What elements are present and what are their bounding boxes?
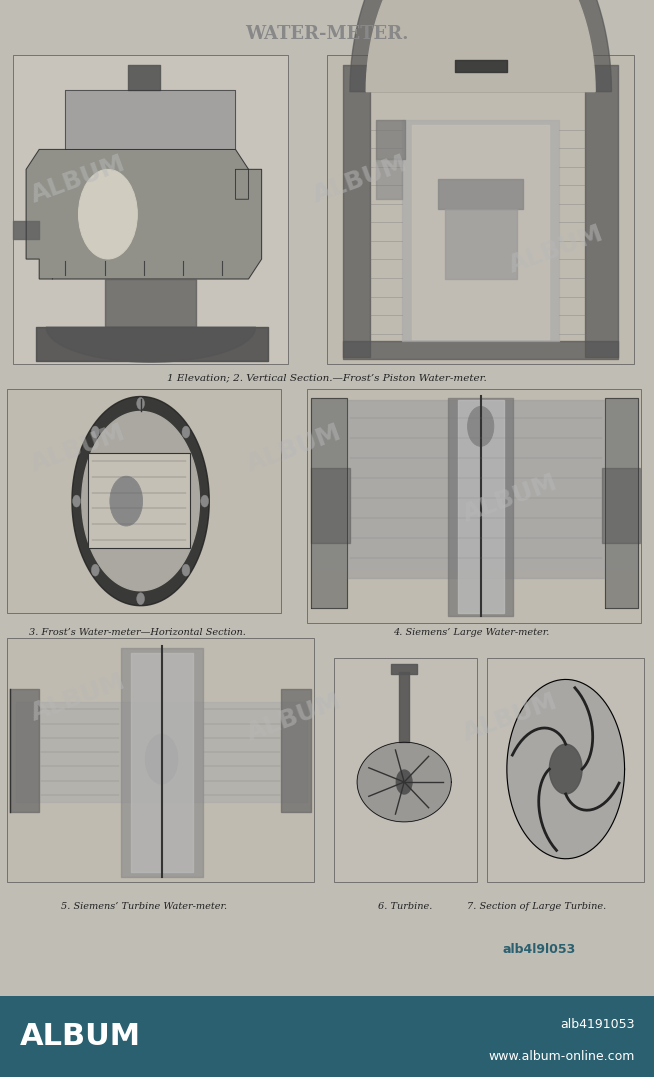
Polygon shape (72, 396, 209, 605)
Circle shape (201, 495, 209, 507)
Polygon shape (65, 89, 235, 150)
Bar (307, 389, 641, 623)
Text: www.album-online.com: www.album-online.com (488, 1050, 634, 1063)
Circle shape (182, 426, 190, 438)
Circle shape (396, 770, 412, 794)
Text: ALBUM: ALBUM (243, 420, 345, 476)
Circle shape (78, 169, 137, 258)
Polygon shape (311, 398, 347, 607)
Bar (13, 55, 288, 364)
Text: 6. Turbine.: 6. Turbine. (378, 901, 433, 910)
Text: ALBUM: ALBUM (505, 221, 607, 277)
Text: ALBUM: ALBUM (20, 1022, 141, 1051)
Text: alb4l9l053: alb4l9l053 (502, 943, 576, 956)
Circle shape (182, 564, 190, 576)
Text: 7. Section of Large Turbine.: 7. Section of Large Turbine. (467, 901, 606, 910)
Polygon shape (549, 744, 582, 794)
Bar (7, 638, 314, 882)
Circle shape (145, 735, 178, 784)
Text: ALBUM: ALBUM (27, 669, 129, 726)
Bar (7, 389, 281, 613)
Text: ALBUM: ALBUM (309, 151, 411, 208)
Circle shape (92, 564, 99, 576)
Circle shape (110, 476, 143, 526)
Text: ALBUM: ALBUM (27, 151, 129, 208)
Polygon shape (82, 411, 199, 591)
Polygon shape (366, 0, 595, 92)
Polygon shape (507, 680, 625, 858)
Circle shape (137, 592, 145, 604)
Circle shape (137, 397, 145, 409)
Circle shape (73, 495, 80, 507)
Polygon shape (26, 150, 262, 279)
Circle shape (468, 406, 494, 446)
Polygon shape (350, 0, 611, 92)
Bar (327, 55, 634, 364)
Text: 4. Siemens’ Large Water-meter.: 4. Siemens’ Large Water-meter. (392, 628, 549, 637)
Polygon shape (605, 398, 638, 607)
Circle shape (92, 426, 99, 438)
Text: 1 Elevation; 2. Vertical Section.—Frost’s Piston Water-meter.: 1 Elevation; 2. Vertical Section.—Frost’… (167, 374, 487, 382)
Text: ALBUM: ALBUM (243, 689, 345, 745)
Polygon shape (357, 742, 451, 822)
Text: WATER-METER.: WATER-METER. (245, 25, 409, 43)
Bar (334, 657, 477, 882)
Text: alb4191053: alb4191053 (560, 1018, 634, 1031)
Bar (487, 657, 644, 882)
Text: 3. Frost’s Water-meter—Horizontal Section.: 3. Frost’s Water-meter—Horizontal Sectio… (29, 628, 246, 637)
Bar (88, 453, 190, 548)
Text: ALBUM: ALBUM (27, 420, 129, 476)
Text: ALBUM: ALBUM (459, 470, 561, 527)
Text: 5. Siemens’ Turbine Water-meter.: 5. Siemens’ Turbine Water-meter. (61, 901, 227, 910)
Text: ALBUM: ALBUM (459, 689, 561, 745)
